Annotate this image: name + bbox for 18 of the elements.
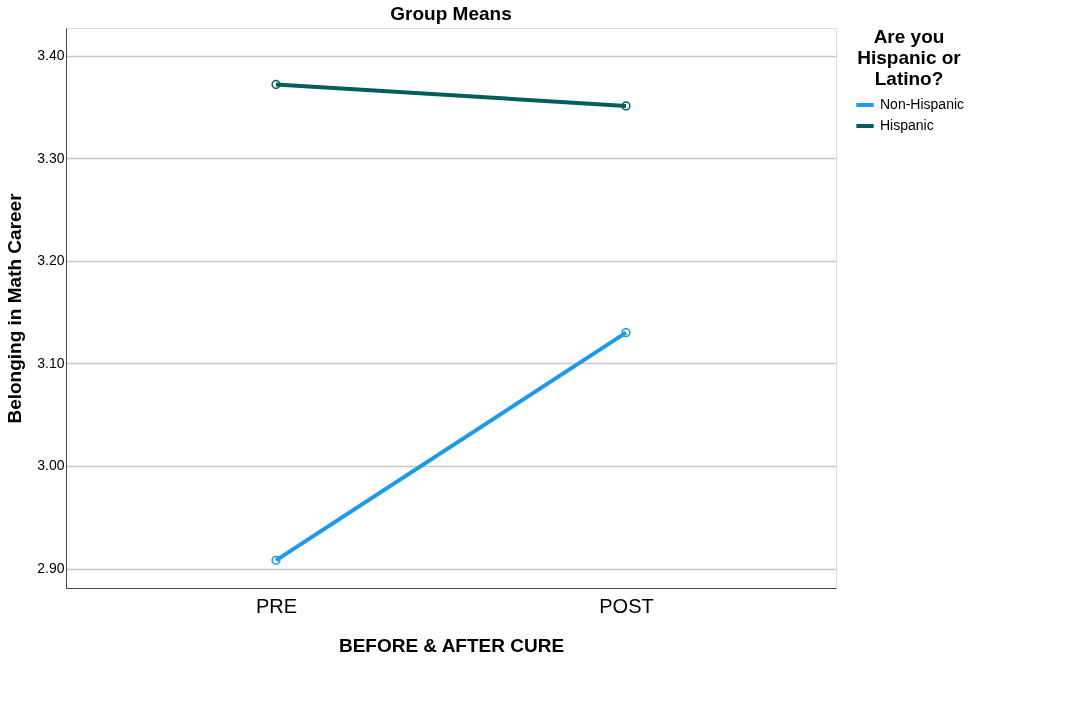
y-tick-label: 3.00	[37, 457, 65, 474]
y-tick-label: 3.40	[37, 47, 65, 64]
legend-label: Hispanic	[880, 117, 934, 133]
x-tick-label: PRE	[255, 594, 298, 617]
y-tick-label: 3.30	[37, 149, 65, 166]
point	[271, 79, 281, 90]
x-axis-title: BEFORE & AFTER CURE	[338, 634, 565, 656]
chart-title: Group Means	[390, 3, 512, 24]
x-tick-label: POST	[599, 594, 654, 617]
y-tick-label: 3.20	[37, 252, 65, 269]
y-axis-title: Belonging in Math Career	[4, 192, 26, 424]
y-tick-label: 3.10	[37, 354, 65, 371]
point	[621, 328, 631, 338]
legend-label: Non-Hispanic	[880, 96, 965, 112]
point	[271, 555, 281, 565]
y-tick-label: 2.90	[37, 560, 65, 577]
point	[621, 101, 631, 111]
legend-title: Are you Hispanic or Latino?	[857, 26, 962, 89]
